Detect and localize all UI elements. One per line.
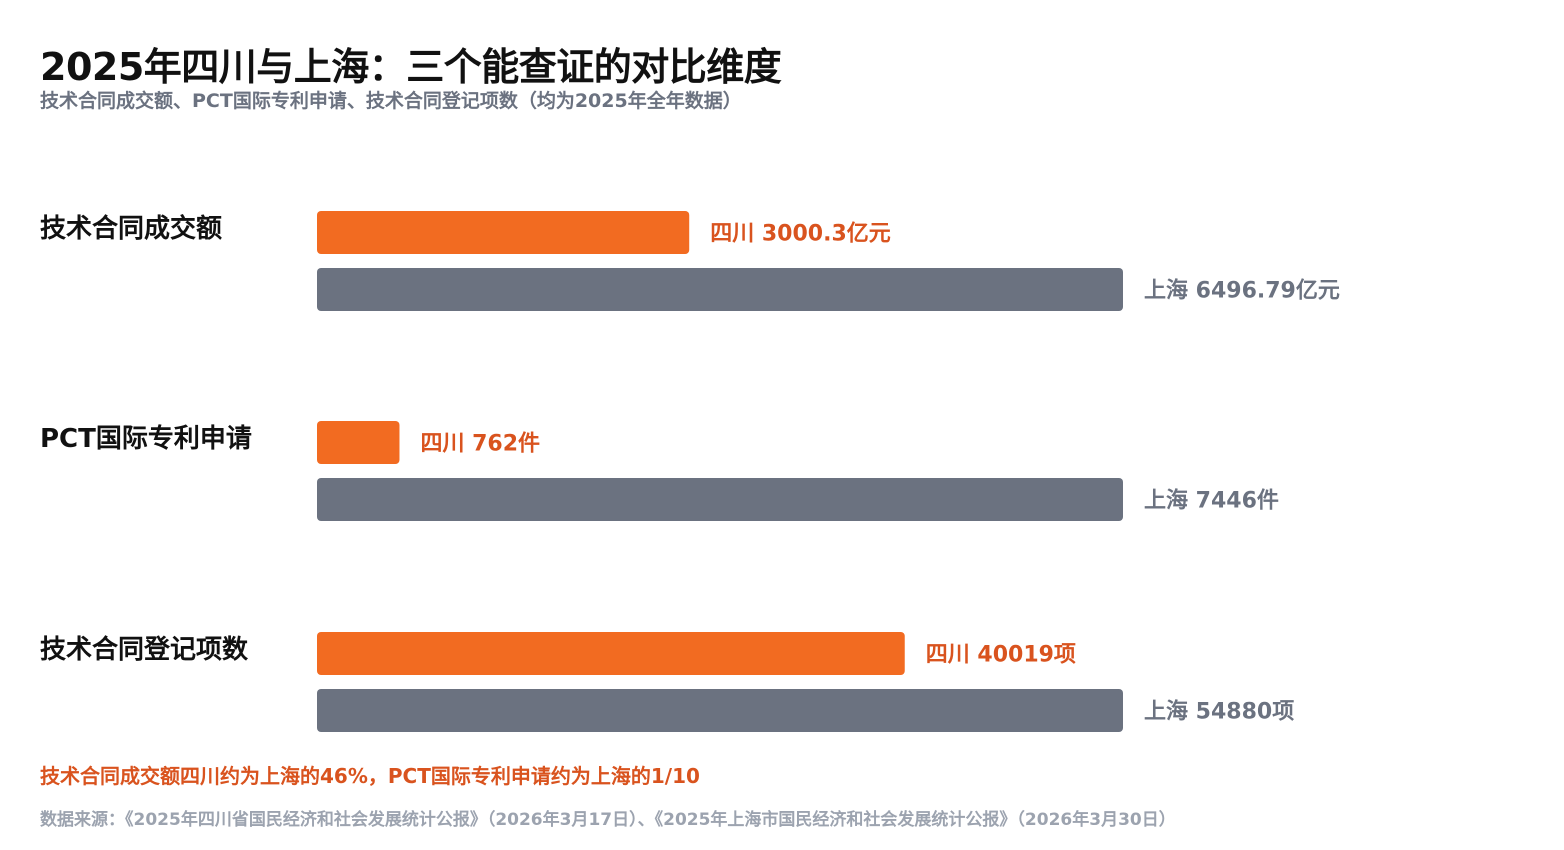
data-label-shanghai: 上海 7446件 xyxy=(1144,488,1279,514)
data-label-sichuan: 四川 40019项 xyxy=(926,643,1076,668)
chart-title: 2025年四川与上海：三个能查证的对比维度 xyxy=(40,45,782,89)
data-label-shanghai: 上海 6496.79亿元 xyxy=(1144,278,1340,304)
bar-shanghai xyxy=(317,268,1123,311)
bar-shanghai xyxy=(317,478,1123,521)
chart-note: 技术合同成交额四川约为上海的46%，PCT国际专利申请约为上海的1/10 xyxy=(40,764,700,788)
category-label: 技术合同登记项数 xyxy=(40,634,249,665)
bar-sichuan xyxy=(317,421,400,464)
data-label-sichuan: 四川 3000.3亿元 xyxy=(710,222,891,247)
data-label-sichuan: 四川 762件 xyxy=(420,432,540,457)
bar-sichuan xyxy=(317,211,690,254)
bar-sichuan xyxy=(317,632,905,675)
chart-source: 数据来源：《2025年四川省国民经济和社会发展统计公报》（2026年3月17日）… xyxy=(40,810,1176,830)
category-label: 技术合同成交额 xyxy=(40,213,222,244)
bar-shanghai xyxy=(317,689,1123,732)
chart-subtitle: 技术合同成交额、PCT国际专利申请、技术合同登记项数（均为2025年全年数据） xyxy=(40,90,742,112)
data-label-shanghai: 上海 54880项 xyxy=(1144,699,1294,725)
category-label: PCT国际专利申请 xyxy=(40,424,252,454)
